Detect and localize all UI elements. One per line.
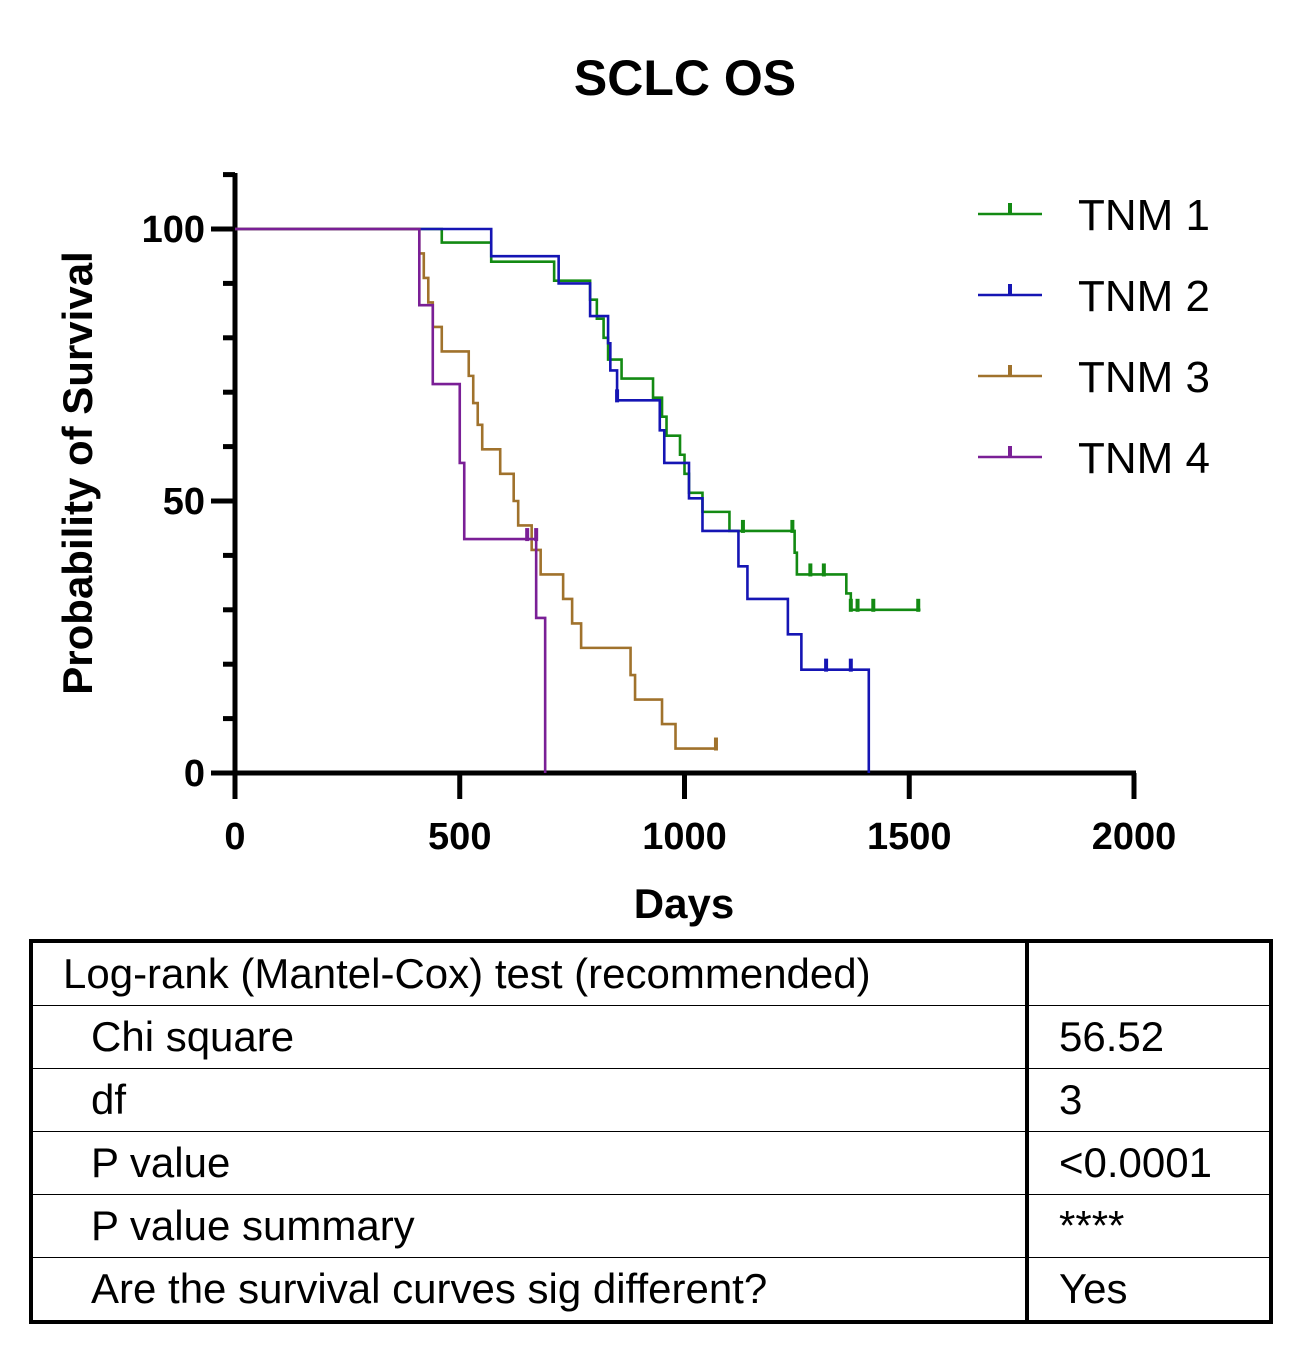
x-tick-label: 0 <box>224 816 245 858</box>
legend-label: TNM 3 <box>1078 353 1210 402</box>
x-tick-label: 500 <box>428 816 491 858</box>
chart-title: SCLC OS <box>574 50 796 106</box>
legend-label: TNM 2 <box>1078 272 1210 321</box>
table-row-value: **** <box>1025 1194 1271 1258</box>
legend-label: TNM 1 <box>1078 191 1210 240</box>
y-tick-label: 50 <box>163 481 205 523</box>
table-row-label: P value <box>31 1131 1027 1195</box>
x-tick-label: 1000 <box>642 816 727 858</box>
table-row-value: 56.52 <box>1025 1005 1271 1069</box>
x-axis-label: Days <box>634 880 734 927</box>
survival-curve-tnm1 <box>235 227 921 612</box>
table-row-label: P value summary <box>31 1194 1027 1258</box>
table-row: P value summary **** <box>31 1194 1271 1258</box>
x-tick-label: 2000 <box>1092 816 1177 858</box>
y-tick-label: 100 <box>142 209 205 251</box>
series-layer <box>235 227 921 773</box>
table-header-value-cell <box>1025 941 1271 1006</box>
table-row-value: <0.0001 <box>1025 1131 1271 1195</box>
table-row-value: 3 <box>1025 1068 1271 1132</box>
table-row: Are the survival curves sig different? Ye… <box>31 1257 1271 1322</box>
survival-curve-tnm3 <box>235 227 716 750</box>
table-row-label: Are the survival curves sig different? <box>31 1257 1027 1322</box>
table-row-value: Yes <box>1025 1257 1271 1322</box>
table-row: Chi square 56.52 <box>31 1005 1271 1069</box>
table-row: P value <0.0001 <box>31 1131 1271 1195</box>
log-rank-table: Log-rank (Mantel-Cox) test (recommended)… <box>29 939 1273 1324</box>
table-row: df 3 <box>31 1068 1271 1132</box>
table-header-text: Log-rank (Mantel-Cox) test (recommended) <box>63 950 871 997</box>
x-tick-label: 1500 <box>867 816 952 858</box>
legend-label: TNM 4 <box>1078 434 1210 483</box>
table-row-label: df <box>31 1068 1027 1132</box>
survival-curve-tnm2 <box>235 227 871 773</box>
legend: TNM 1 TNM 2 TNM 3 TNM 4 <box>978 191 1210 483</box>
y-tick-label: 0 <box>184 753 205 795</box>
table-header-row: Log-rank (Mantel-Cox) test (recommended) <box>31 941 1271 1006</box>
survival-curve-tnm4 <box>235 227 547 773</box>
table-row-label: Chi square <box>31 1005 1027 1069</box>
survival-chart: SCLC OS Probability of Survival Days 0 50… <box>54 50 1210 927</box>
y-axis-label: Probability of Survival <box>54 251 101 694</box>
